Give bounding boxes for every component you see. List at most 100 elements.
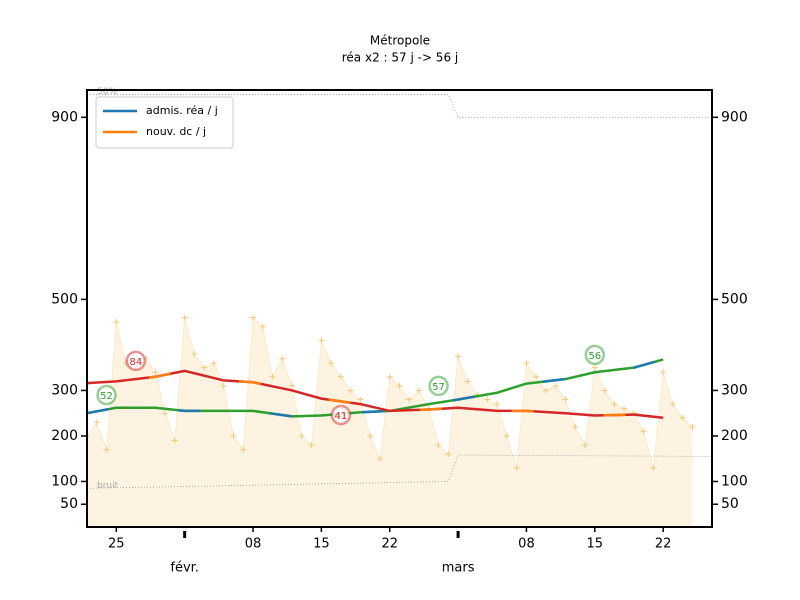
raw-marker (201, 364, 208, 371)
annotation-label: 52 (100, 391, 113, 402)
annotation-badge (584, 344, 606, 366)
month-label: févr. (170, 561, 199, 576)
raw-marker (181, 314, 188, 321)
annotation-badge (96, 384, 117, 406)
raw-marker (464, 378, 471, 385)
legend-label: nouv. dc / j (146, 125, 206, 138)
raw-marker (337, 373, 344, 380)
annotation-badge (330, 404, 352, 426)
annotation-badge (125, 350, 147, 372)
y-tick-label: 300 (51, 382, 78, 398)
raw-marker (279, 355, 286, 362)
raw-marker (494, 401, 501, 408)
legend: admis. réa / j nouv. dc / j (95, 96, 234, 149)
raw-marker (210, 360, 217, 367)
raw-marker (308, 442, 315, 449)
raw-marker (289, 382, 296, 389)
annotation-label: 57 (432, 382, 445, 393)
x-tick-label: 15 (313, 537, 330, 552)
raw-marker (152, 369, 159, 376)
annotation-label: 41 (335, 411, 348, 422)
raw-marker (367, 432, 374, 439)
raw-marker (162, 410, 169, 417)
y2-tick-label: 500 (721, 291, 748, 307)
threshold-label: bruit (97, 481, 119, 491)
y-tick-label: 50 (60, 496, 78, 512)
raw-marker (455, 353, 462, 360)
raw-marker (601, 387, 608, 394)
raw-marker (220, 382, 227, 389)
x-tick-label: 08 (518, 537, 535, 552)
raw-marker (591, 364, 598, 371)
threshold-line (87, 94, 712, 118)
raw-marker (621, 405, 628, 412)
raw-marker (445, 451, 452, 458)
raw-area (87, 317, 693, 527)
x-tick-label: 22 (381, 537, 398, 552)
raw-marker (650, 464, 657, 471)
raw-marker (386, 373, 393, 380)
raw-marker (240, 446, 247, 453)
raw-marker (503, 432, 510, 439)
annotation-badge (428, 375, 449, 397)
y-tick-label: 500 (51, 291, 78, 307)
raw-marker (435, 442, 442, 449)
raw-marker (318, 337, 325, 344)
month-label: mars (442, 561, 475, 576)
raw-marker (113, 319, 120, 326)
x-tick-label: 08 (245, 537, 262, 552)
raw-marker (259, 323, 266, 330)
raw-marker (669, 401, 676, 408)
series-line-overlay (86, 358, 664, 418)
raw-marker (269, 373, 276, 380)
raw-marker (572, 423, 579, 430)
raw-marker (93, 419, 100, 426)
legend-label: admis. réa / j (146, 104, 218, 117)
raw-marker (406, 396, 413, 403)
raw-marker (328, 360, 335, 367)
raw-marker (533, 373, 540, 380)
raw-marker (679, 414, 686, 421)
y2-tick-label: 300 (721, 382, 748, 398)
raw-marker (689, 423, 696, 430)
raw-marker (484, 396, 491, 403)
raw-marker (357, 396, 364, 403)
raw-marker (191, 351, 198, 358)
chart-subtitle: réa x2 : 57 j -> 56 j (342, 51, 458, 65)
y2-tick-label: 900 (721, 109, 748, 125)
raw-marker (513, 464, 520, 471)
raw-marker (542, 387, 549, 394)
series-line (86, 369, 664, 419)
raw-marker (552, 382, 559, 389)
annotation-label: 84 (129, 357, 142, 368)
y2-tick-label: 50 (721, 496, 739, 512)
raw-marker (640, 428, 647, 435)
x-tick-label: 22 (655, 537, 672, 552)
raw-marker (611, 401, 618, 408)
raw-marker (171, 437, 178, 444)
raw-marker (376, 455, 383, 462)
raw-marker (562, 396, 569, 403)
y-tick-label: 900 (51, 109, 78, 125)
raw-marker (298, 432, 305, 439)
y2-tick-label: 200 (721, 428, 748, 444)
y-tick-label: 100 (51, 473, 78, 489)
raw-marker (103, 446, 110, 453)
raw-marker (660, 369, 667, 376)
threshold-line (86, 454, 713, 489)
raw-marker (250, 314, 257, 321)
raw-marker (396, 382, 403, 389)
raw-marker (347, 387, 354, 394)
x-tick-label: 25 (108, 537, 125, 552)
y2-tick-label: 100 (721, 473, 748, 489)
raw-marker (416, 387, 423, 394)
annotation-label: 56 (588, 351, 601, 362)
chart-title: Métropole (370, 34, 430, 48)
raw-marker (230, 432, 237, 439)
threshold-label: 50% (97, 87, 117, 97)
x-tick-label: 15 (587, 537, 604, 552)
y-tick-label: 200 (51, 428, 78, 444)
raw-marker (582, 442, 589, 449)
